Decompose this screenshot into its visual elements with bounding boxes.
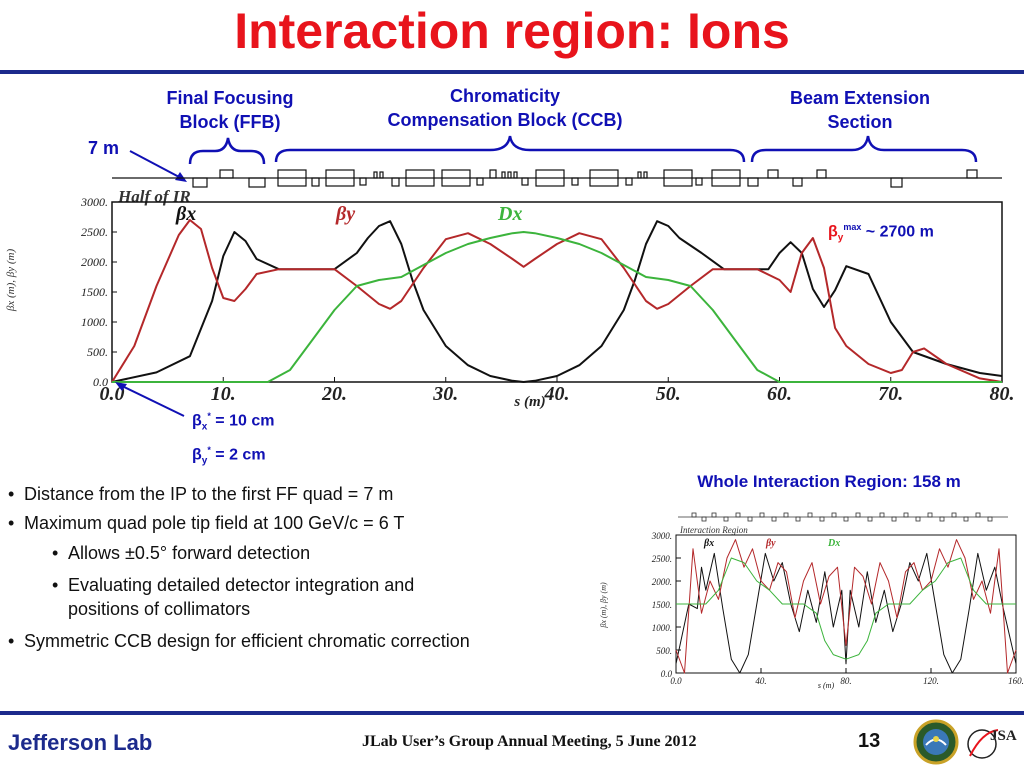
ffb-brace	[188, 137, 266, 165]
beta-max-sup: max	[843, 222, 862, 232]
bullet-2: Maximum quad pole tip field at 100 GeV/c…	[6, 509, 596, 538]
x-tick-label: 80.	[840, 676, 851, 686]
whole-ir-label: Whole Interaction Region: 158 m	[697, 472, 961, 491]
distance-label: 7 m	[88, 138, 120, 158]
bes-brace	[750, 135, 978, 163]
legend-label-2: Dx	[497, 203, 522, 225]
beta-max-value: ~ 2700 m	[861, 223, 934, 241]
x-tick-label: 10.	[211, 383, 236, 405]
x-tick-label: 20.	[321, 383, 347, 405]
y-tick-label: 500.	[656, 646, 672, 656]
jlab-logo-text: Jefferson Lab	[8, 730, 153, 755]
footer-event: JLab User’s Group Annual Meeting, 5 June…	[362, 733, 697, 750]
jlab-logo: Jefferson Lab	[8, 730, 152, 756]
series-line-1	[111, 219, 1003, 383]
series-line-0	[675, 552, 1017, 674]
ccb-label-line2: Compensation Block (CCB)	[387, 110, 623, 130]
ffb-label-line2: Block (FFB)	[179, 112, 281, 132]
y-tick-label: 500.	[87, 345, 108, 359]
series-line-0	[111, 220, 1003, 383]
x-tick-label: 120.	[923, 676, 939, 686]
page-number: 13	[858, 730, 881, 752]
lattice-graphic	[112, 135, 1002, 188]
main-chart: Half of IR 0.0500.1000.1500.2000.2500.30…	[5, 187, 1015, 410]
ccb-label-line1: Chromaticity	[449, 86, 561, 106]
beta-max-label: βymax ~ 2700 m	[828, 222, 934, 244]
y-tick-label: 3000.	[80, 195, 108, 209]
y-tick-label: 2500.	[81, 225, 108, 239]
ip-arrow	[115, 382, 185, 417]
y-tick-label: 1500.	[652, 600, 672, 610]
x-tick-label: 50.	[656, 383, 681, 405]
small-lattice	[678, 512, 1008, 522]
beta-x-star: βx* = 10 cm	[192, 411, 275, 433]
slide-title: Interaction region: Ions	[234, 3, 790, 59]
legend-label-0: βx	[175, 203, 196, 225]
distance-arrow	[129, 150, 187, 182]
bullet-list: Distance from the IP to the first FF qua…	[6, 480, 596, 656]
title-rule	[0, 70, 1024, 74]
bes-label-line1: Beam Extension	[789, 88, 931, 108]
footer-logos: JSA	[913, 719, 1017, 765]
beta-y-star: βy* = 2 cm	[192, 444, 266, 467]
main-chart-xlabel: s (m)	[513, 394, 545, 410]
jsa-logo: JSA	[967, 728, 1017, 759]
small-chart-xlabel: s (m)	[818, 681, 835, 690]
small-chart-ylabel: βx (m), βy (m)	[599, 582, 608, 629]
bullet-3: Symmetric CCB design for efficient chrom…	[6, 627, 596, 656]
x-tick-label: 40.	[544, 383, 570, 405]
x-tick-label: 30.	[432, 383, 458, 405]
bes-label: Beam Extension Section	[760, 86, 960, 134]
y-tick-label: 0.0	[661, 669, 673, 679]
magnet-lattice	[112, 169, 1002, 188]
series-line-2	[676, 557, 1016, 660]
y-tick-label: 2500.	[652, 554, 672, 564]
y-tick-label: 2000.	[81, 255, 108, 269]
y-tick-label: 2000.	[652, 577, 672, 587]
x-tick-label: 0.0	[100, 383, 125, 405]
main-chart-ylabel: βx (m), βy (m)	[5, 249, 17, 313]
bullet-2b: Evaluating detailed detector integration…	[6, 573, 596, 621]
y-tick-label: 0.0	[93, 375, 108, 389]
y-tick-label: 1000.	[652, 623, 672, 633]
legend-label-1: βy	[335, 203, 355, 225]
beta-max-sub: y	[837, 232, 844, 244]
small-plot-frame	[675, 534, 1017, 674]
legend-label-0: βx	[703, 538, 714, 549]
bullet-1: Distance from the IP to the first FF qua…	[6, 480, 596, 509]
bullet-2a: Allows ±0.5° forward detection	[6, 541, 596, 565]
ffb-label: Final Focusing Block (FFB)	[140, 86, 320, 134]
small-chart: Interaction Region 0.0 500. 1000. 1500. 2000…	[599, 512, 1024, 690]
y-tick-label: 1500.	[81, 285, 108, 299]
y-tick-label: 1000.	[81, 315, 108, 329]
legend-label-2: Dx	[827, 538, 840, 549]
x-tick-label: 60.	[767, 383, 792, 405]
doe-seal-icon	[913, 719, 959, 765]
x-tick-label: 160.	[1008, 676, 1024, 686]
x-tick-label: 0.0	[670, 676, 682, 686]
series-line-2	[112, 231, 1002, 383]
y-tick-label: 3000.	[651, 531, 672, 541]
x-tick-label: 70.	[878, 383, 903, 405]
jsa-logo-text: JSA	[990, 728, 1017, 744]
legend-label-1: βy	[765, 538, 776, 549]
footer-rule	[0, 711, 1024, 715]
bes-label-line2: Section	[827, 112, 893, 132]
small-chart-title: Interaction Region	[679, 525, 748, 535]
beta-star-labels: βx* = 10 cm βy* = 2 cm	[192, 405, 274, 472]
ffb-label-line1: Final Focusing	[166, 88, 294, 108]
x-tick-label: 40.	[755, 676, 766, 686]
ccb-brace	[274, 135, 746, 163]
beta-max-symbol: β	[828, 223, 838, 241]
ccb-label: Chromaticity Compensation Block (CCB)	[340, 84, 670, 132]
x-tick-label: 80.	[990, 383, 1015, 405]
series-line-1	[675, 539, 1017, 674]
